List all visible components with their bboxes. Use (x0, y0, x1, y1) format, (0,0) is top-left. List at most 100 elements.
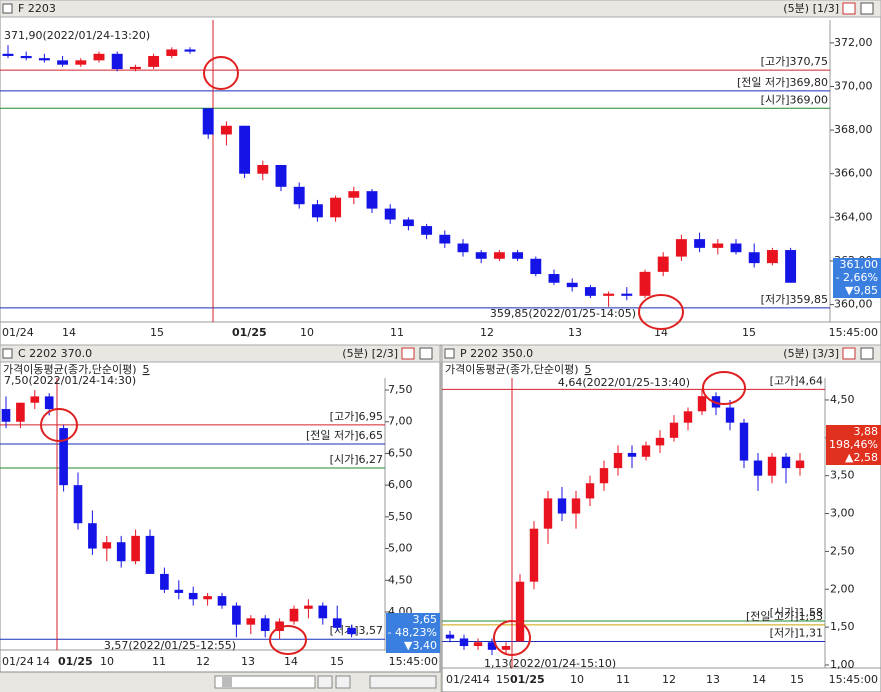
candle-body (57, 60, 69, 65)
candle-body (220, 125, 232, 135)
x-tick-label: 01/24 (446, 673, 478, 686)
level-value: 6,65 (359, 429, 384, 442)
x-tick-label: 14 (476, 673, 490, 686)
candle-body (683, 411, 693, 423)
panel-menu-button[interactable] (842, 2, 856, 15)
level-label: [전일 저가]6,65 (306, 428, 383, 442)
x-tick-label: 01/24 (2, 326, 34, 339)
level-name: [전일 고가] (746, 609, 799, 623)
candle-body (366, 191, 378, 209)
candle-body (88, 523, 97, 549)
candle-body (402, 219, 414, 227)
panel-header (441, 344, 881, 363)
panel (0, 0, 881, 346)
panel-checkbox[interactable] (2, 3, 13, 14)
candle-body (694, 239, 706, 248)
candle-body (257, 165, 269, 174)
candle-body (543, 498, 553, 529)
candle-body (548, 274, 560, 283)
level-label: [저가]359,85 (761, 293, 828, 306)
candle-body (44, 396, 54, 410)
candle-body (753, 460, 763, 476)
panel-close-button[interactable] (860, 347, 874, 360)
candle-body (347, 627, 356, 635)
candle-body (73, 485, 83, 524)
highlight-circle (269, 625, 307, 655)
x-tick-label: 14 (62, 326, 76, 339)
price-box (833, 258, 881, 298)
panel-menu-button[interactable] (842, 347, 856, 360)
level-label: [고가]4,64 (770, 374, 823, 387)
stop-button[interactable] (335, 675, 351, 689)
panel-checkbox[interactable] (444, 348, 455, 359)
x-tick-label: 15:45:00 (829, 673, 878, 686)
scroll-thumb[interactable] (222, 677, 232, 687)
candle-body (445, 634, 455, 639)
candle-body (239, 125, 251, 174)
price-box-price: 3,65 (413, 613, 438, 626)
panel-close-button[interactable] (860, 2, 874, 15)
candle-body (348, 191, 360, 198)
candle-body (459, 638, 469, 647)
level-name: [시가] (330, 453, 359, 466)
candle-body (795, 460, 805, 469)
y-tick-label: 5,00 (388, 542, 413, 555)
y-tick-label: 366,00 (834, 167, 873, 180)
y-tick-label: 6,00 (388, 478, 413, 491)
candle-body (725, 407, 735, 423)
level-label: [시가]369,00 (761, 93, 828, 106)
candle-body (332, 618, 342, 628)
candle-body (748, 252, 760, 264)
panel-header (0, 0, 881, 18)
level-label: [고가]6,95 (330, 410, 383, 423)
candle-body (116, 542, 126, 562)
low-note: 3,57(2022/01/25-12:55) (104, 639, 236, 652)
price-box (826, 425, 881, 465)
highlight-circle (203, 56, 239, 90)
highlight-circle (702, 371, 746, 405)
level-label: [시가]1,58 (770, 606, 823, 619)
level-name: [전일 저가] (306, 428, 359, 442)
price-box-change-pct: + 198,46% (816, 438, 878, 451)
candle-body (275, 165, 287, 187)
candle-body (160, 573, 169, 590)
x-tick-label: 13 (568, 326, 582, 339)
indicator-period: 5 (585, 363, 592, 376)
y-tick-label: 368,00 (834, 123, 873, 136)
candle-body (781, 456, 791, 469)
y-tick-label: 3,50 (830, 469, 855, 482)
candle-body (184, 49, 196, 52)
price-box-change-pct: - 2,66% (836, 271, 878, 284)
panel-checkbox[interactable] (2, 348, 13, 359)
candle-body (232, 605, 241, 625)
zoom-buttons[interactable] (369, 675, 437, 689)
x-tick-label: 15:45:00 (829, 326, 878, 339)
panel-title: C 2202 370.0 (18, 347, 92, 360)
panel-menu-button[interactable] (401, 347, 415, 360)
high-note: 7,50(2022/01/24-14:30) (4, 374, 136, 387)
candle-body (675, 239, 687, 257)
y-tick-label: 364,00 (834, 210, 873, 223)
x-tick-label: 14 (284, 655, 298, 668)
level-value: 1,31 (799, 626, 824, 639)
play-button[interactable] (317, 675, 333, 689)
panel-close-button[interactable] (419, 347, 433, 360)
x-tick-label: 14 (36, 655, 50, 668)
price-box-change-pct: - 48,23% (388, 626, 437, 639)
candle-body (599, 468, 609, 484)
candle-body (730, 243, 742, 253)
candle-body (188, 592, 198, 600)
level-name: [전일 저가] (737, 75, 790, 89)
candle-body (129, 66, 141, 70)
scroll-track[interactable] (214, 675, 316, 689)
x-tick-label: 15 (330, 655, 344, 668)
panel-index: [3/3] (813, 347, 839, 360)
x-tick-label: 10 (570, 673, 584, 686)
candle-body (246, 618, 256, 625)
candle-body (202, 108, 214, 135)
level-value: 369,80 (790, 76, 829, 89)
level-label: [저가]1,31 (770, 626, 823, 639)
candle-body (38, 58, 50, 61)
candle-body (584, 287, 596, 296)
